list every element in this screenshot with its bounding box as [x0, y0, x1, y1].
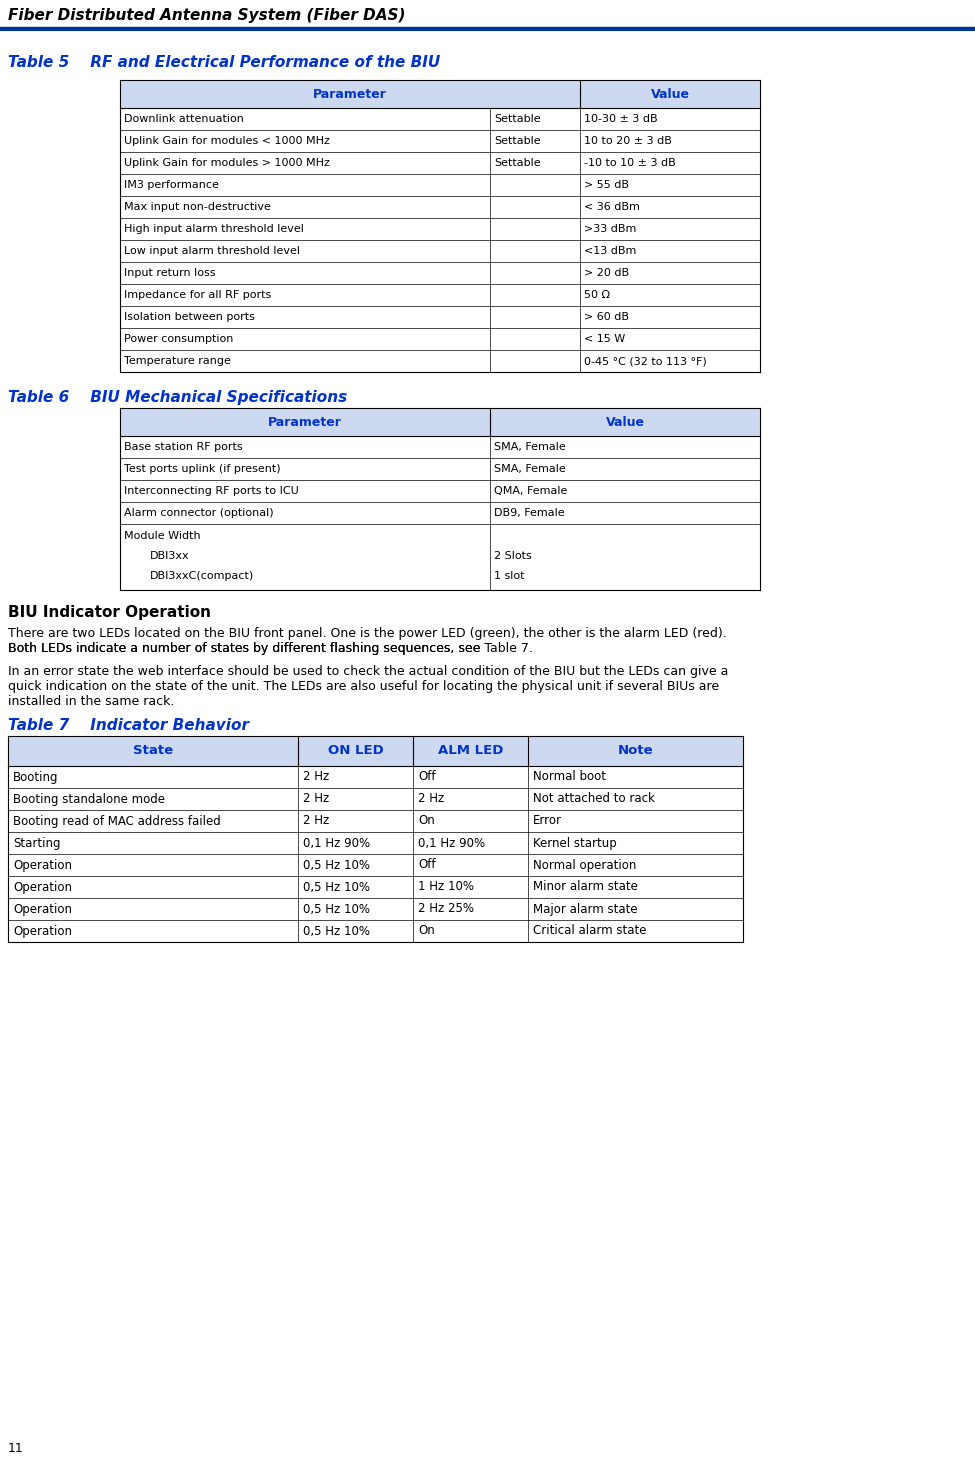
Text: On: On [418, 815, 435, 828]
Text: Critical alarm state: Critical alarm state [533, 925, 646, 938]
Text: 1 slot: 1 slot [494, 571, 525, 581]
Text: There are two LEDs located on the BIU front panel. One is the power LED (green),: There are two LEDs located on the BIU fr… [8, 627, 726, 640]
Text: 1 Hz 10%: 1 Hz 10% [418, 881, 474, 894]
Text: > 60 dB: > 60 dB [584, 313, 629, 321]
Text: Error: Error [533, 815, 562, 828]
Text: Downlink attenuation: Downlink attenuation [124, 115, 244, 123]
Text: Max input non-destructive: Max input non-destructive [124, 203, 271, 211]
Text: IM3 performance: IM3 performance [124, 181, 218, 189]
Text: Low input alarm threshold level: Low input alarm threshold level [124, 247, 300, 255]
Text: Operation: Operation [13, 903, 72, 916]
Text: Settable: Settable [494, 115, 540, 123]
Text: On: On [418, 925, 435, 938]
FancyBboxPatch shape [8, 735, 743, 766]
Text: In an error state the web interface should be used to check the actual condition: In an error state the web interface shou… [8, 665, 728, 678]
Text: Not attached to rack: Not attached to rack [533, 793, 655, 806]
Text: 2 Slots: 2 Slots [494, 550, 531, 561]
Text: Off: Off [418, 771, 436, 784]
Text: Isolation between ports: Isolation between ports [124, 313, 254, 321]
Text: Normal boot: Normal boot [533, 771, 606, 784]
Text: Minor alarm state: Minor alarm state [533, 881, 638, 894]
Text: Both LEDs indicate a number of states by different flashing sequences, see: Both LEDs indicate a number of states by… [8, 642, 485, 655]
Text: 0,1 Hz 90%: 0,1 Hz 90% [303, 837, 370, 850]
Text: High input alarm threshold level: High input alarm threshold level [124, 225, 304, 233]
Text: Temperature range: Temperature range [124, 357, 231, 366]
Text: 0,5 Hz 10%: 0,5 Hz 10% [303, 859, 370, 872]
Text: 10-30 ± 3 dB: 10-30 ± 3 dB [584, 115, 657, 123]
Text: DBI3xx: DBI3xx [150, 550, 189, 561]
Text: installed in the same rack.: installed in the same rack. [8, 694, 175, 708]
Text: 0-45 °C (32 to 113 °F): 0-45 °C (32 to 113 °F) [584, 357, 707, 366]
Text: > 20 dB: > 20 dB [584, 269, 629, 277]
Text: Settable: Settable [494, 137, 540, 145]
Text: 10 to 20 ± 3 dB: 10 to 20 ± 3 dB [584, 137, 672, 145]
Text: < 15 W: < 15 W [584, 335, 625, 344]
Text: Alarm connector (optional): Alarm connector (optional) [124, 508, 274, 518]
Text: 11: 11 [8, 1442, 23, 1455]
Text: Module Width: Module Width [124, 531, 201, 542]
Text: Major alarm state: Major alarm state [533, 903, 638, 916]
Text: Off: Off [418, 859, 436, 872]
Text: Table 6    BIU Mechanical Specifications: Table 6 BIU Mechanical Specifications [8, 390, 347, 405]
Text: Fiber Distributed Antenna System (Fiber DAS): Fiber Distributed Antenna System (Fiber … [8, 7, 406, 23]
Text: Value: Value [605, 415, 644, 429]
Text: Operation: Operation [13, 881, 72, 894]
Text: Base station RF ports: Base station RF ports [124, 442, 243, 452]
FancyBboxPatch shape [120, 79, 760, 109]
Text: Parameter: Parameter [268, 415, 342, 429]
Text: 2 Hz: 2 Hz [303, 771, 330, 784]
Text: Power consumption: Power consumption [124, 335, 233, 344]
Text: Booting: Booting [13, 771, 58, 784]
Text: Booting standalone mode: Booting standalone mode [13, 793, 165, 806]
Text: Impedance for all RF ports: Impedance for all RF ports [124, 291, 271, 299]
Text: Starting: Starting [13, 837, 60, 850]
Text: 50 Ω: 50 Ω [584, 291, 610, 299]
Text: State: State [133, 744, 174, 757]
Text: ALM LED: ALM LED [438, 744, 503, 757]
Text: 2 Hz: 2 Hz [303, 815, 330, 828]
Text: Interconnecting RF ports to ICU: Interconnecting RF ports to ICU [124, 486, 298, 496]
Text: > 55 dB: > 55 dB [584, 181, 629, 189]
Text: Table 5    RF and Electrical Performance of the BIU: Table 5 RF and Electrical Performance of… [8, 54, 441, 70]
Text: Note: Note [618, 744, 653, 757]
Text: BIU Indicator Operation: BIU Indicator Operation [8, 605, 211, 619]
Text: 2 Hz 25%: 2 Hz 25% [418, 903, 474, 916]
Text: Value: Value [650, 88, 689, 100]
Text: Both LEDs indicate a number of states by different flashing sequences, see Table: Both LEDs indicate a number of states by… [8, 642, 533, 655]
Text: Input return loss: Input return loss [124, 269, 215, 277]
Text: Test ports uplink (if present): Test ports uplink (if present) [124, 464, 281, 474]
Text: -10 to 10 ± 3 dB: -10 to 10 ± 3 dB [584, 159, 676, 167]
Text: Parameter: Parameter [313, 88, 387, 100]
Text: Booting read of MAC address failed: Booting read of MAC address failed [13, 815, 220, 828]
Text: QMA, Female: QMA, Female [494, 486, 567, 496]
Text: Table 7    Indicator Behavior: Table 7 Indicator Behavior [8, 718, 249, 733]
Text: 0,5 Hz 10%: 0,5 Hz 10% [303, 881, 370, 894]
Text: < 36 dBm: < 36 dBm [584, 203, 640, 211]
Text: Uplink Gain for modules < 1000 MHz: Uplink Gain for modules < 1000 MHz [124, 137, 330, 145]
Text: DBI3xxC(compact): DBI3xxC(compact) [150, 571, 254, 581]
Text: 0,5 Hz 10%: 0,5 Hz 10% [303, 925, 370, 938]
Text: quick indication on the state of the unit. The LEDs are also useful for locating: quick indication on the state of the uni… [8, 680, 720, 693]
Text: 2 Hz: 2 Hz [418, 793, 445, 806]
Text: 0,5 Hz 10%: 0,5 Hz 10% [303, 903, 370, 916]
Text: ON LED: ON LED [328, 744, 383, 757]
Text: Operation: Operation [13, 859, 72, 872]
Text: Settable: Settable [494, 159, 540, 167]
Text: SMA, Female: SMA, Female [494, 442, 566, 452]
Text: DB9, Female: DB9, Female [494, 508, 565, 518]
Text: >33 dBm: >33 dBm [584, 225, 637, 233]
Text: Kernel startup: Kernel startup [533, 837, 617, 850]
Text: Normal operation: Normal operation [533, 859, 637, 872]
Text: Uplink Gain for modules > 1000 MHz: Uplink Gain for modules > 1000 MHz [124, 159, 330, 167]
Text: 0,1 Hz 90%: 0,1 Hz 90% [418, 837, 486, 850]
Text: <13 dBm: <13 dBm [584, 247, 637, 255]
Text: 2 Hz: 2 Hz [303, 793, 330, 806]
FancyBboxPatch shape [120, 408, 760, 436]
Text: Operation: Operation [13, 925, 72, 938]
Text: SMA, Female: SMA, Female [494, 464, 566, 474]
